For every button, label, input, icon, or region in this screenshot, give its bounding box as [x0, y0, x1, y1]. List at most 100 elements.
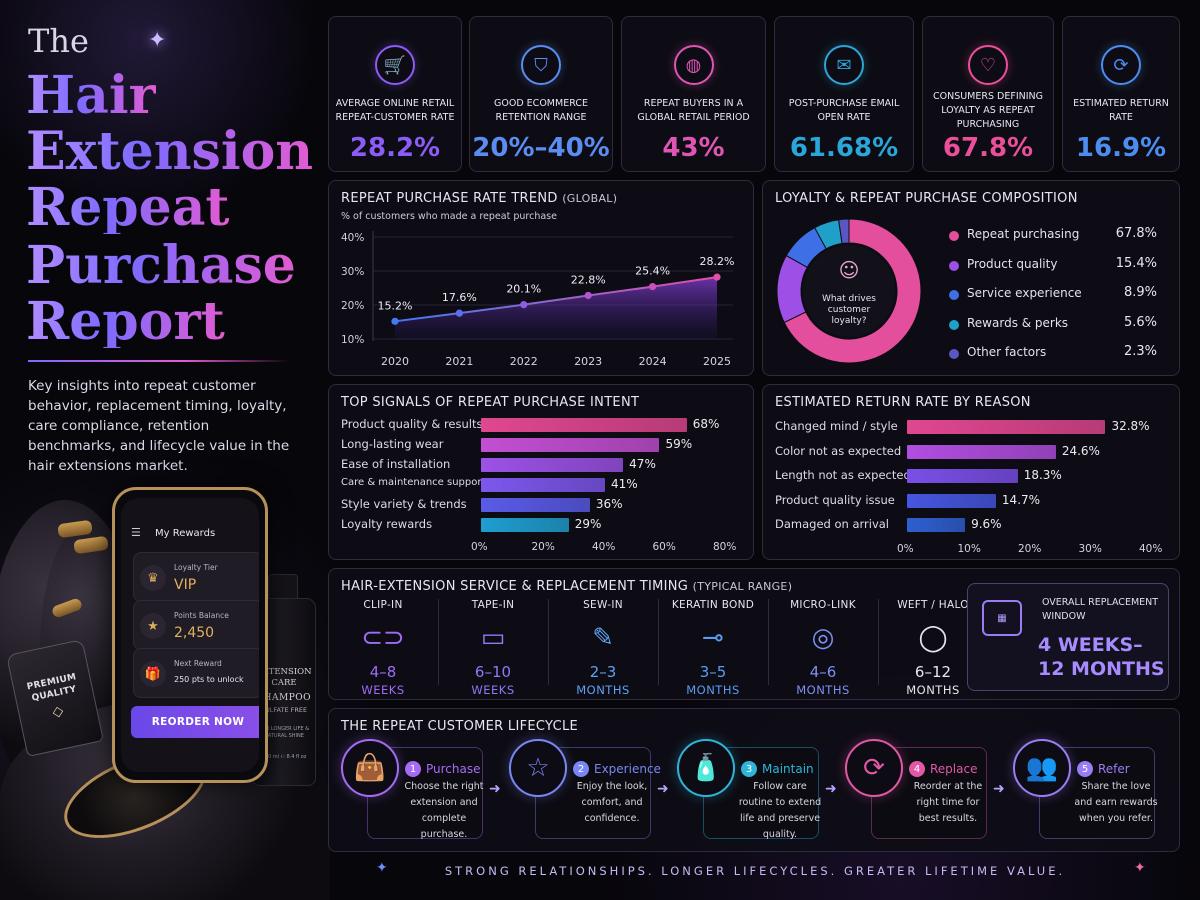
bar-value-label: 9.6% [971, 517, 1002, 531]
timing-item: KERATIN BOND ⊸ 3–5 MONTHS [659, 599, 767, 697]
trend-area [395, 277, 717, 339]
bottle-cap [268, 574, 298, 600]
bar-label: Length not as expected [775, 468, 911, 482]
footer-tagline: STRONG RELATIONSHIPS. LONGER LIFECYCLES.… [444, 864, 1066, 878]
y-tick-label: 10% [341, 334, 364, 346]
x-tick-label: 40% [592, 541, 616, 553]
kpi-card: ✉ POST-PURCHASE EMAIL OPEN RATE 61.68% [774, 16, 914, 172]
lifecycle-step-header: 2 Experience [573, 761, 661, 777]
title-the: The [28, 22, 89, 60]
timing-item: CLIP-IN ⊂⊃ 4–8 WEEKS [329, 599, 437, 697]
legend-swatch [949, 231, 959, 241]
diamond-icon: ◇ [50, 702, 65, 721]
kpi-card: 🛒 AVERAGE ONLINE RETAIL REPEAT-CUSTOMER R… [328, 16, 462, 172]
trend-point [455, 309, 463, 317]
kpi-value: 43% [662, 133, 725, 163]
legend-value: 15.4% [1115, 255, 1157, 271]
lifecycle-panel: THE REPEAT CUSTOMER LIFECYCLE 👜 1 Purchase… [328, 708, 1180, 852]
bar-label: Care & maintenance support [341, 477, 486, 488]
kpi-card: ♡ CONSUMERS DEFINING LOYALTY AS REPEAT PU… [922, 16, 1054, 172]
lifecycle-step-desc: Reorder at the right time for best resul… [913, 781, 983, 824]
bar-label: Product quality & results [341, 417, 483, 431]
trend-line [394, 276, 718, 323]
lifecycle-step-header: 1 Purchase [405, 761, 481, 777]
x-tick-label: 2022 [510, 355, 538, 368]
kpi-value: 28.2% [349, 133, 441, 163]
timing-unit: MONTHS [906, 683, 960, 697]
bottle-volume: 250 ml ℮ 8.4 fl oz [261, 754, 307, 760]
bar [907, 420, 1106, 434]
bar [481, 438, 660, 452]
kpi-card: ◍ REPEAT BUYERS IN A GLOBAL RETAIL PERIOD… [621, 16, 766, 172]
sparkle-icon: ✦ [376, 860, 388, 876]
bar-label: Color not as expected [775, 443, 902, 458]
y-tick-label: 20% [341, 300, 364, 312]
reorder-now-button[interactable]: REORDER NOW [131, 706, 259, 738]
timing-range: 2–3 [589, 663, 617, 681]
bar-value-label: 24.6% [1061, 443, 1100, 458]
y-tick-label: 30% [341, 266, 364, 278]
kpi-value: 16.9% [1075, 133, 1167, 163]
bar-label: Ease of installation [341, 457, 451, 471]
timing-range: 6–12 [914, 663, 952, 681]
timing-item: SEW-IN ✎ 2–3 MONTHS [549, 599, 657, 697]
bar [481, 418, 687, 432]
timing-divider [658, 599, 659, 685]
donut-slice [783, 218, 922, 364]
bar-value-label: 32.8% [1111, 419, 1150, 433]
x-tick-label: 60% [652, 541, 676, 553]
ring-icon: ◎ [811, 623, 835, 653]
arrow-right-icon: ➜ [825, 781, 837, 797]
lifecycle-step-number: 3 [741, 761, 757, 777]
timing-item: MICRO-LINK ◎ 4–6 MONTHS [769, 599, 877, 697]
title-line-repeat: Repeat [26, 177, 230, 238]
timing-range: 3–5 [699, 663, 727, 681]
star-icon: ★ [140, 613, 166, 639]
title-divider [28, 360, 290, 362]
trend-data-label: 28.2% [700, 255, 735, 268]
lifecycle-step-desc: Enjoy the look, comfort, and confidence. [576, 781, 648, 824]
arrow-right-icon: ➜ [993, 781, 1005, 797]
heart-icon: ♡ [968, 45, 1008, 85]
bar-value-label: 59% [665, 437, 693, 451]
x-tick-label: 2021 [445, 355, 473, 368]
bar-value-label: 68% [692, 417, 720, 431]
x-tick-label: 2023 [574, 355, 602, 368]
legend-value: 5.6% [1123, 314, 1157, 330]
legend-value: 8.9% [1123, 285, 1157, 300]
returns-title: ESTIMATED RETURN RATE BY REASON [775, 395, 1031, 410]
x-tick-label: 2024 [639, 355, 667, 368]
legend-label: Other factors [967, 345, 1047, 359]
overall-window-card: ▦ OVERALL REPLACEMENT WINDOW 4 WEEKS– 12… [967, 583, 1169, 691]
bottle-small-print: FOR LONGER LIFE & NATURAL SHINE [258, 726, 310, 739]
timing-name: CLIP-IN [363, 599, 403, 611]
bar-label: Long-lasting wear [341, 437, 444, 451]
title-line-hair: Hair [26, 65, 156, 126]
lifecycle-step-number: 2 [573, 761, 589, 777]
trend-data-label: 17.6% [442, 291, 477, 304]
kpi-value: 20%–40% [472, 133, 610, 163]
trend-subtitle: % of customers who made a repeat purchas… [341, 211, 557, 222]
trend-point [584, 291, 592, 300]
kpi-label: AVERAGE ONLINE RETAIL REPEAT-CUSTOMER RA… [335, 98, 455, 123]
bottle-product: SHAMPOO [256, 693, 312, 703]
lifecycle-title: THE REPEAT CUSTOMER LIFECYCLE [341, 719, 579, 734]
refresh-icon: ⟳ [845, 739, 903, 797]
hero-subtitle: Key insights into repeat customer behavi… [28, 378, 290, 474]
legend-swatch [949, 349, 959, 359]
legend-value: 67.8% [1115, 226, 1157, 241]
donut-hole [803, 245, 895, 337]
timing-range: 4–6 [809, 663, 837, 681]
y-tick-label: 40% [341, 232, 364, 244]
lifecycle-step-name: Replace [930, 762, 978, 776]
trend-data-label: 15.2% [378, 299, 413, 312]
lifecycle-card [535, 747, 651, 839]
lifecycle-step-desc: Choose the right extension and complete … [404, 781, 484, 840]
legend-swatch [949, 260, 959, 271]
kpi-value: 61.68% [789, 133, 899, 163]
x-tick-label: 80% [713, 541, 737, 553]
people-icon: 👥 [1013, 739, 1071, 797]
needle-icon: ✎ [592, 623, 614, 653]
menu-icon: ☰ [131, 526, 141, 539]
kpi-label: GOOD ECOMMERCE RETENTION RANGE [494, 98, 588, 123]
